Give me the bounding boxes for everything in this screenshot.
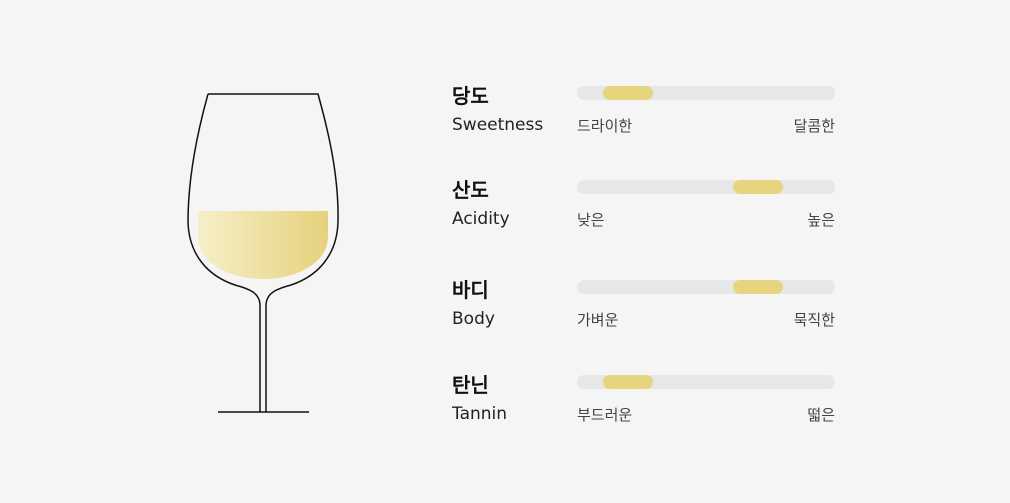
wine-liquid [198, 211, 328, 279]
sweetness-korean-label: 당도 [452, 84, 489, 108]
tannin-scale-track [577, 375, 835, 389]
sweetness-row: 당도 Sweetness 드라이한 달콤한 [452, 82, 842, 142]
body-korean-label: 바디 [452, 278, 489, 302]
acidity-level-indicator [732, 180, 783, 194]
body-scale-track [577, 280, 835, 294]
tannin-scale-min-label: 부드러운 [577, 406, 633, 424]
acidity-scale-track [577, 180, 835, 194]
sweetness-english-label: Sweetness [452, 115, 544, 135]
body-row: 바디 Body 가벼운 묵직한 [452, 276, 842, 336]
white-wine-glass-icon [185, 90, 345, 420]
tannin-english-label: Tannin [452, 404, 508, 424]
glass-outline [208, 93, 339, 412]
tannin-row: 탄닌 Tannin 부드러운 떫은 [452, 371, 842, 431]
body-scale-max-label: 묵직한 [793, 311, 835, 329]
tannin-korean-label: 탄닌 [452, 373, 489, 397]
acidity-row: 산도 Acidity 낮은 높은 [452, 176, 842, 236]
acidity-english-label: Acidity [452, 209, 510, 229]
sweetness-level-indicator [602, 86, 653, 100]
acidity-scale-max-label: 높은 [807, 211, 835, 229]
body-english-label: Body [452, 309, 495, 329]
tannin-scale-max-label: 떫은 [807, 406, 835, 424]
tannin-level-indicator [602, 375, 653, 389]
body-scale-min-label: 가벼운 [577, 311, 619, 329]
sweetness-scale-min-label: 드라이한 [577, 117, 633, 135]
sweetness-scale-track [577, 86, 835, 100]
acidity-scale-min-label: 낮은 [577, 211, 605, 229]
glass-outline-left [187, 93, 261, 412]
body-level-indicator [732, 280, 783, 294]
acidity-korean-label: 산도 [452, 178, 489, 202]
sweetness-scale-max-label: 달콤한 [793, 117, 835, 135]
